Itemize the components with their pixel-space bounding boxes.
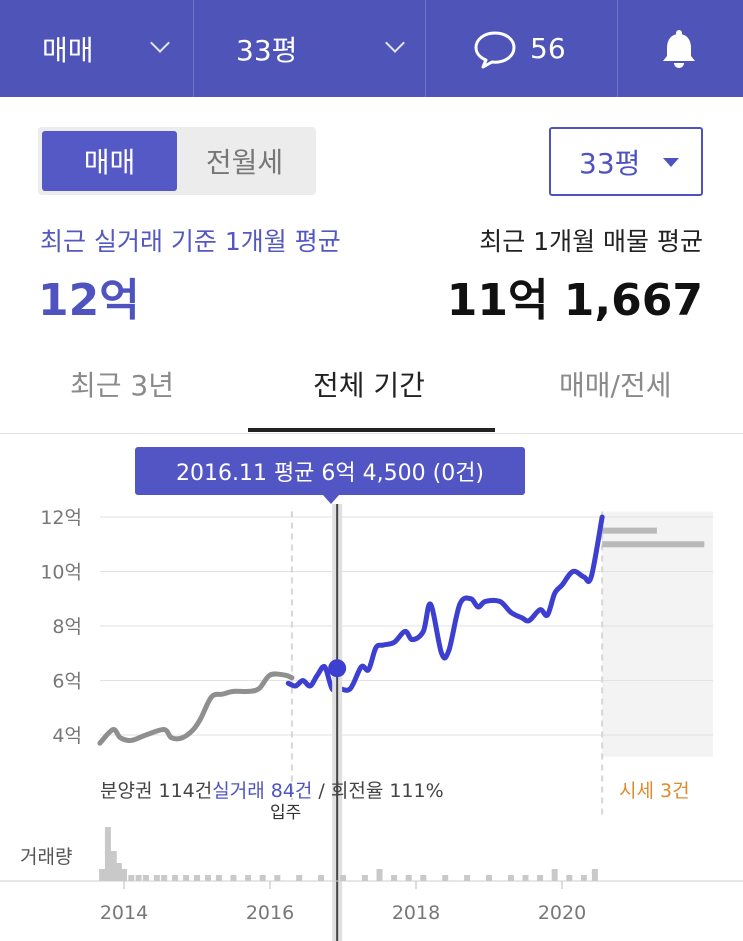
trade-type-dropdown[interactable]: 매매 [42, 0, 182, 97]
volume-bar [115, 863, 122, 881]
deal-line [285, 514, 605, 693]
volume-bar [537, 875, 544, 881]
volume-bar [391, 875, 398, 881]
volume-bar [128, 875, 135, 881]
y-tick-label: 6억 [52, 671, 82, 693]
volume-bar [318, 875, 325, 881]
volume-bar [420, 875, 427, 881]
x-tick-label: 2020 [538, 902, 586, 924]
comments-button[interactable]: 56 [472, 0, 592, 97]
comment-count: 56 [530, 32, 566, 65]
x-tick-label: 2018 [392, 902, 440, 924]
x-tick-label: 2014 [100, 902, 148, 924]
listing-avg-label: 최근 1개월 매물 평균 [479, 227, 703, 256]
tab-all-period[interactable]: 전체 기간 [313, 369, 425, 402]
volume-bar [580, 875, 587, 881]
movein-label: 입주 [270, 803, 302, 823]
size-dropdown[interactable]: 33평 [236, 0, 396, 97]
volume-bar [110, 851, 117, 881]
deal-summary: 분양권 114건실거래 84건 / 회전율 111% [100, 776, 444, 803]
volume-bar [172, 875, 179, 881]
recent-deal-value: 12억 [38, 275, 140, 326]
caret-down-icon [663, 158, 679, 167]
notification-button[interactable] [658, 0, 702, 97]
market-count: 시세 3건 [619, 780, 690, 802]
volume-bar [464, 875, 471, 881]
volume-bar [522, 875, 529, 881]
bell-icon [663, 29, 695, 68]
turnover-rate: / 회전율 111% [312, 780, 444, 802]
volume-bar [215, 875, 222, 881]
tab-underline [248, 428, 495, 432]
volume-bar [376, 869, 383, 881]
listing-avg-value: 11억 1,667 [446, 275, 703, 326]
tabs-border [0, 433, 743, 434]
trade-type-label: 매매 [42, 33, 94, 67]
y-tick-label: 8억 [52, 616, 82, 638]
volume-bar [486, 875, 492, 881]
x-tick-label: 2016 [246, 902, 294, 924]
speech-bubble-icon [474, 31, 516, 68]
volume-bar [361, 875, 368, 881]
tab-sale-rent[interactable]: 매매/전세 [559, 369, 672, 402]
volume-bar [230, 875, 237, 881]
toggle-rent[interactable]: 전월세 [205, 146, 284, 179]
volume-bar [99, 869, 106, 881]
volume-bar [442, 875, 449, 881]
size-select[interactable]: 33평 [549, 127, 703, 196]
volume-bar [405, 875, 412, 881]
toggle-sale[interactable]: 매매 [42, 131, 177, 191]
volume-bar [296, 875, 303, 881]
volume-bar [204, 875, 211, 881]
volume-bar [274, 875, 281, 881]
market-area [602, 511, 713, 757]
chart-tooltip: 2016.11 평균 6억 4,500 (0건) [135, 447, 525, 495]
tooltip-arrow [323, 495, 339, 504]
presale-line [97, 671, 295, 746]
volume-bar [591, 869, 598, 881]
volume-bar [507, 875, 514, 881]
volume-bar [161, 875, 168, 881]
y-tick-label: 4억 [52, 725, 82, 747]
recent-deal-label: 최근 실거래 기준 1개월 평균 [40, 227, 341, 256]
volume-bar [340, 875, 346, 881]
y-tick-label: 12억 [40, 507, 82, 529]
volume-bar [551, 869, 558, 881]
volume-bar [259, 875, 266, 881]
presale-count: 분양권 114건 [100, 780, 213, 802]
size-label: 33평 [236, 33, 298, 67]
volume-bar [183, 875, 190, 881]
tab-recent-3y[interactable]: 최근 3년 [70, 369, 174, 402]
y-tick-label: 10억 [40, 562, 82, 584]
price-chart[interactable]: 4억 6억 8억 10억 12억 2014 2016 2018 2020 [0, 434, 743, 941]
volume-bar [153, 875, 160, 881]
deal-count: 실거래 84건 [212, 780, 313, 802]
divider [193, 0, 194, 97]
volume-bar [142, 875, 149, 881]
trade-toggle: 매매 전월세 [38, 127, 316, 195]
divider [425, 0, 426, 97]
volume-bar [245, 875, 252, 881]
selected-point[interactable] [328, 659, 347, 678]
volume-label: 거래량 [20, 846, 73, 868]
volume-bar [104, 827, 111, 881]
top-bar: 매매 33평 56 [0, 0, 743, 97]
volume-bar [194, 875, 200, 881]
size-select-value: 33평 [579, 146, 641, 180]
volume-bar [121, 869, 127, 881]
divider [617, 0, 618, 97]
volume-bar [566, 875, 573, 881]
volume-bar [135, 875, 142, 881]
